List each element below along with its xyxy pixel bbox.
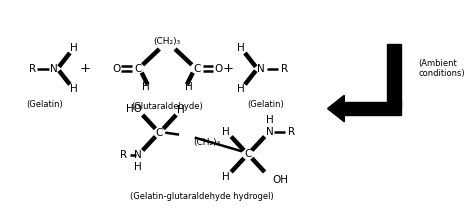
Text: H: H xyxy=(237,84,245,94)
Text: (CH₂)₃: (CH₂)₃ xyxy=(193,138,220,147)
Text: H: H xyxy=(222,172,230,182)
Text: C: C xyxy=(244,149,252,159)
Text: H: H xyxy=(70,43,78,53)
Polygon shape xyxy=(387,44,401,105)
Polygon shape xyxy=(328,95,344,122)
Text: HO: HO xyxy=(126,104,142,114)
Polygon shape xyxy=(344,102,401,115)
Text: N: N xyxy=(265,127,273,137)
Text: (Glutaraldehyde): (Glutaraldehyde) xyxy=(131,102,203,111)
Text: H: H xyxy=(265,115,273,125)
Text: O: O xyxy=(214,64,222,74)
Text: +: + xyxy=(80,62,91,75)
Text: (Gelatin-glutaraldehyde hydrogel): (Gelatin-glutaraldehyde hydrogel) xyxy=(130,192,273,201)
Text: O: O xyxy=(112,64,120,74)
Text: OH: OH xyxy=(273,175,289,185)
Text: (Ambient
conditions): (Ambient conditions) xyxy=(418,59,465,78)
Text: H: H xyxy=(142,83,149,92)
Text: N: N xyxy=(50,64,58,74)
Text: H: H xyxy=(237,43,245,53)
Text: H: H xyxy=(70,84,78,94)
Text: N: N xyxy=(257,64,264,74)
Text: H: H xyxy=(177,105,185,115)
Text: (Gelatin): (Gelatin) xyxy=(26,100,63,109)
Text: +: + xyxy=(223,62,234,75)
Text: (CH₂)₃: (CH₂)₃ xyxy=(154,37,181,46)
Text: H: H xyxy=(134,162,142,172)
Text: N: N xyxy=(134,150,142,160)
Text: H: H xyxy=(185,83,193,92)
Text: (Gelatin): (Gelatin) xyxy=(247,100,284,109)
Text: R: R xyxy=(120,150,128,160)
Text: C: C xyxy=(155,128,163,138)
Text: H: H xyxy=(222,127,230,137)
Text: R: R xyxy=(288,127,295,137)
Text: R: R xyxy=(281,64,288,74)
Text: C: C xyxy=(193,64,201,74)
Text: R: R xyxy=(29,64,36,74)
Text: C: C xyxy=(134,64,141,74)
